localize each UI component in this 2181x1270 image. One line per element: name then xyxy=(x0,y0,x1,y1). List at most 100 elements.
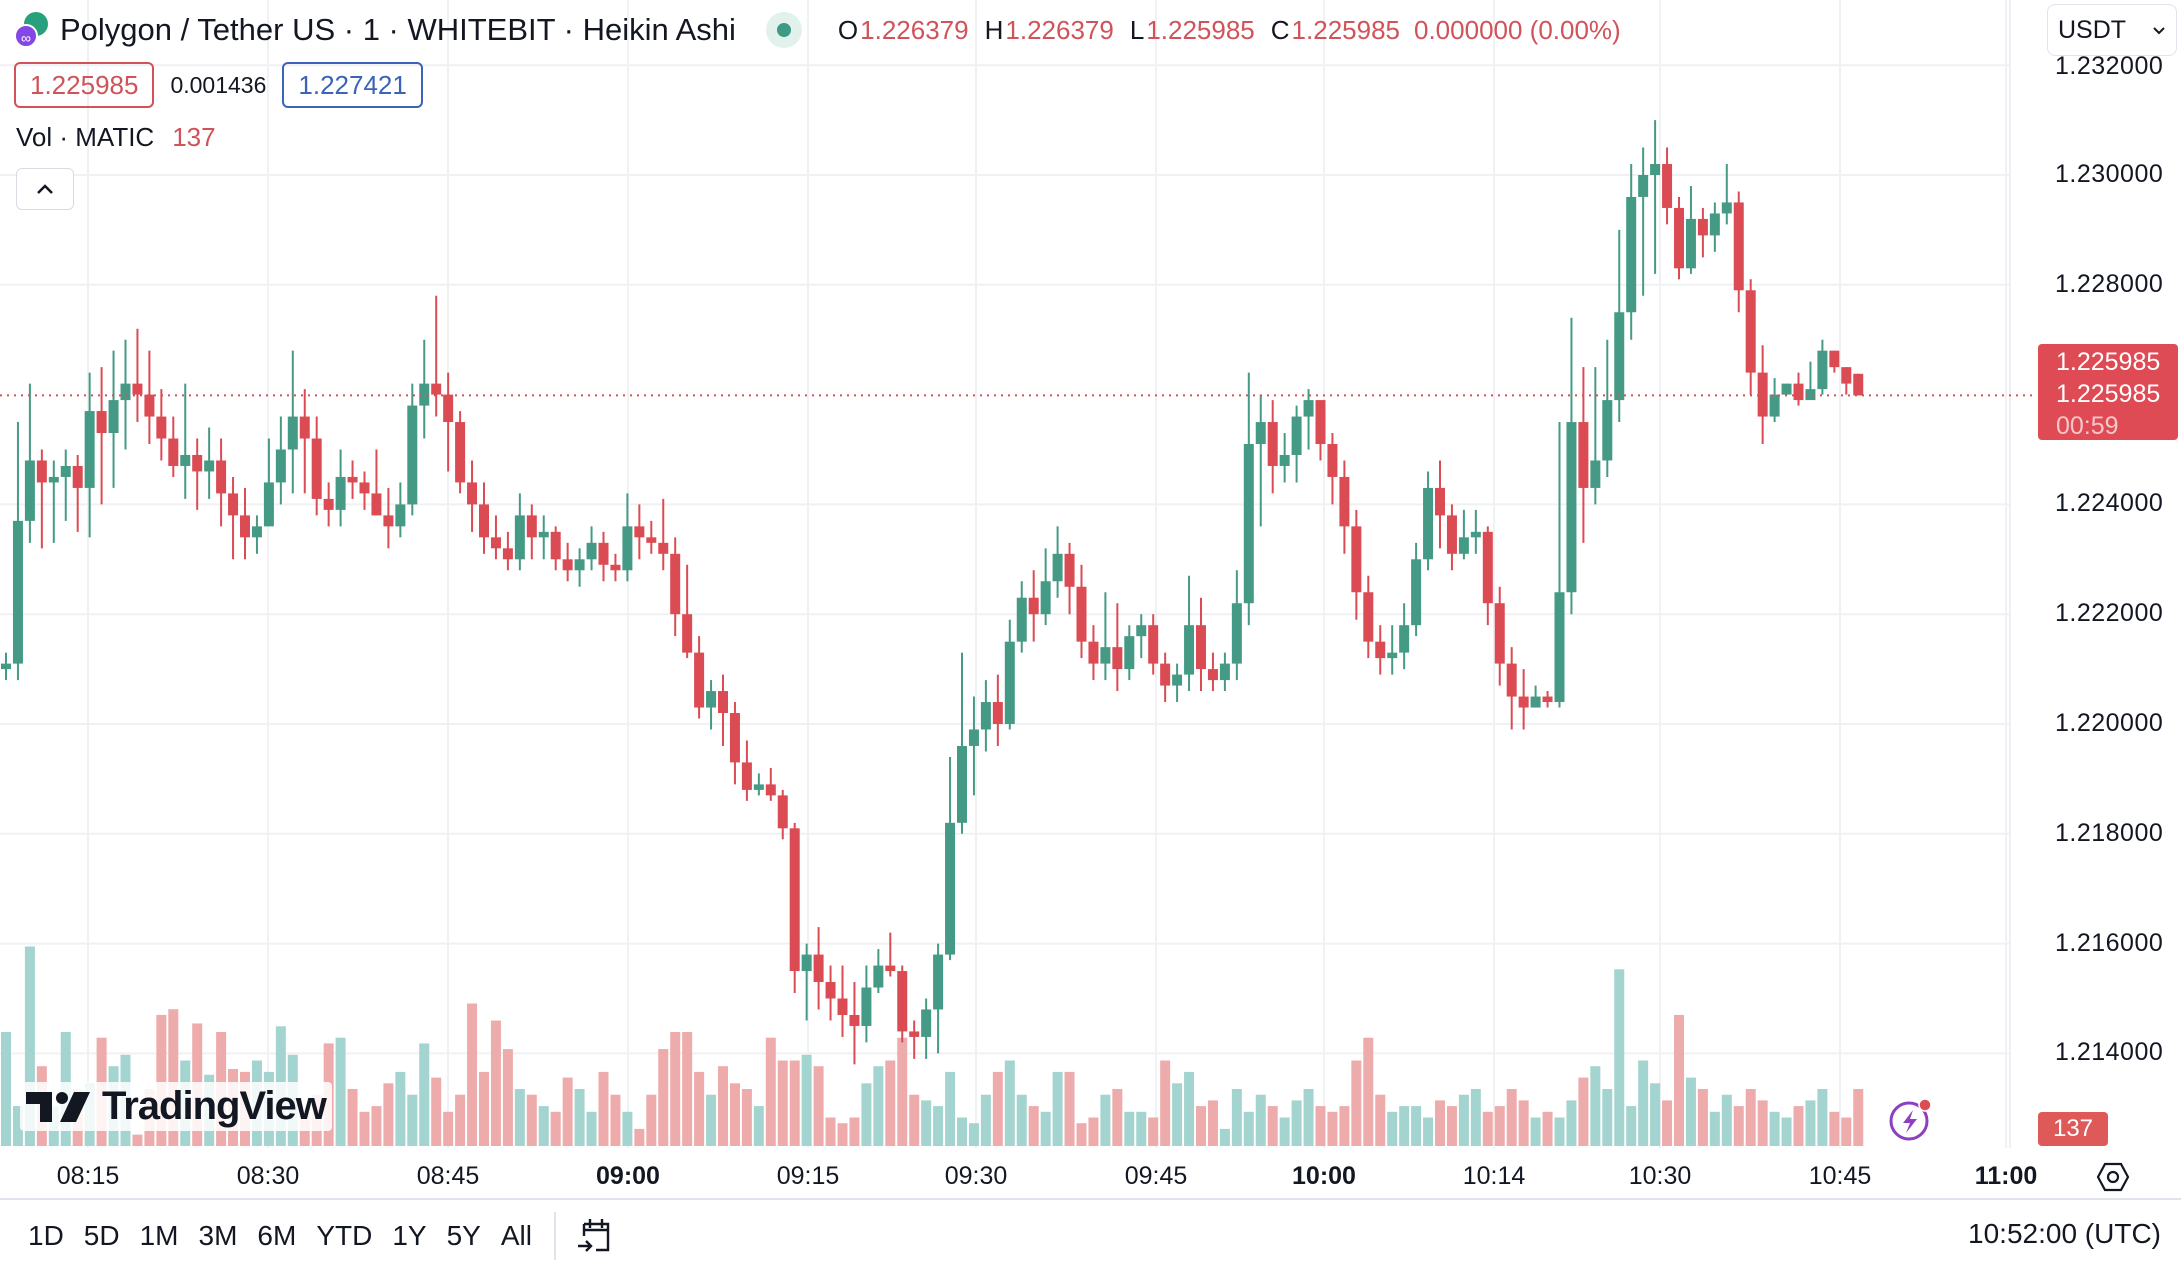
candle-body[interactable] xyxy=(1303,400,1314,417)
buy-price-button[interactable]: 1.227421 xyxy=(282,62,423,108)
candle-body[interactable] xyxy=(741,762,752,790)
candle-body[interactable] xyxy=(24,460,35,521)
candle-body[interactable] xyxy=(228,493,239,516)
candle-body[interactable] xyxy=(443,394,454,423)
candle-body[interactable] xyxy=(383,515,394,527)
candle-body[interactable] xyxy=(407,405,418,505)
candle-body[interactable] xyxy=(801,954,812,972)
collapse-legend-button[interactable] xyxy=(16,168,74,210)
candle-body[interactable] xyxy=(1255,422,1266,445)
candle-body[interactable] xyxy=(359,482,370,494)
candle-body[interactable] xyxy=(1805,389,1816,401)
candle-body[interactable] xyxy=(526,515,537,538)
candle-body[interactable] xyxy=(1052,553,1063,582)
candle-body[interactable] xyxy=(1100,647,1111,664)
candle-body[interactable] xyxy=(1721,202,1732,214)
candle-body[interactable] xyxy=(1542,696,1553,703)
candle-body[interactable] xyxy=(921,1009,932,1037)
candle-body[interactable] xyxy=(1315,400,1326,445)
candle-body[interactable] xyxy=(144,394,155,417)
candle-body[interactable] xyxy=(1602,400,1613,461)
candle-body[interactable] xyxy=(1160,663,1171,686)
candle-body[interactable] xyxy=(120,383,131,401)
candle-body[interactable] xyxy=(885,965,896,972)
candle-body[interactable] xyxy=(1685,218,1696,269)
candle-body[interactable] xyxy=(479,504,489,538)
candle-body[interactable] xyxy=(1064,553,1075,587)
candle-body[interactable] xyxy=(1435,487,1445,516)
candle-body[interactable] xyxy=(562,559,573,571)
candle-body[interactable] xyxy=(1709,213,1720,236)
candle-body[interactable] xyxy=(216,460,227,494)
candle-body[interactable] xyxy=(1088,641,1099,664)
candle-body[interactable] xyxy=(1399,625,1410,653)
candle-body[interactable] xyxy=(1016,597,1027,642)
candle-body[interactable] xyxy=(670,553,681,615)
candle-body[interactable] xyxy=(610,564,621,571)
tradingview-logo[interactable]: TradingView xyxy=(20,1082,332,1131)
candle-body[interactable] xyxy=(622,526,633,571)
candle-body[interactable] xyxy=(132,383,143,395)
candle-body[interactable] xyxy=(1172,674,1183,686)
candle-body[interactable] xyxy=(1351,526,1362,593)
range-button-5y[interactable]: 5Y xyxy=(446,1220,481,1251)
candle-body[interactable] xyxy=(598,542,609,565)
candle-body[interactable] xyxy=(84,411,95,488)
candle-body[interactable] xyxy=(1554,592,1565,703)
candle-body[interactable] xyxy=(1662,164,1673,208)
candle-body[interactable] xyxy=(1207,669,1218,681)
candle-body[interactable] xyxy=(275,449,286,483)
candle-body[interactable] xyxy=(1136,625,1147,637)
symbol-title[interactable]: Polygon / Tether US · 1 · WHITEBIT · Hei… xyxy=(60,12,736,47)
currency-select[interactable]: USDT xyxy=(2047,4,2177,56)
candle-body[interactable] xyxy=(1363,592,1374,642)
range-button-ytd[interactable]: YTD xyxy=(316,1220,373,1251)
candle-body[interactable] xyxy=(490,537,501,549)
sell-price-button[interactable]: 1.225985 xyxy=(14,62,155,108)
candle-body[interactable] xyxy=(371,493,382,516)
candle-body[interactable] xyxy=(777,795,788,829)
candle-body[interactable] xyxy=(1423,487,1434,560)
candle-body[interactable] xyxy=(1853,373,1864,396)
candle-body[interactable] xyxy=(1578,422,1589,488)
candle-body[interactable] xyxy=(706,691,717,708)
candle-body[interactable] xyxy=(1,663,11,670)
range-button-1m[interactable]: 1M xyxy=(139,1220,179,1251)
range-button-1y[interactable]: 1Y xyxy=(392,1220,427,1251)
candle-body[interactable] xyxy=(1028,597,1039,615)
candle-body[interactable] xyxy=(502,548,513,560)
candle-body[interactable] xyxy=(1339,476,1350,527)
utc-clock[interactable]: 10:52:00 (UTC) xyxy=(1968,1218,2161,1249)
candle-body[interactable] xyxy=(347,476,358,483)
candle-body[interactable] xyxy=(192,454,203,472)
candle-body[interactable] xyxy=(335,476,346,510)
candle-body[interactable] xyxy=(1291,416,1302,455)
candle-body[interactable] xyxy=(204,460,215,472)
candle-body[interactable] xyxy=(1231,603,1242,664)
candle-body[interactable] xyxy=(1279,454,1290,466)
candle-body[interactable] xyxy=(873,965,884,988)
candle-body[interactable] xyxy=(36,460,47,483)
candle-body[interactable] xyxy=(658,542,669,554)
candle-body[interactable] xyxy=(1674,207,1684,269)
candle-body[interactable] xyxy=(1793,383,1804,401)
candle-body[interactable] xyxy=(646,537,657,543)
candle-body[interactable] xyxy=(968,729,979,746)
candle-body[interactable] xyxy=(1219,663,1230,681)
candle-body[interactable] xyxy=(108,400,119,434)
candle-body[interactable] xyxy=(1387,652,1398,659)
candle-body[interactable] xyxy=(1482,531,1493,604)
range-button-all[interactable]: All xyxy=(500,1220,532,1251)
candle-body[interactable] xyxy=(180,454,191,466)
candle-body[interactable] xyxy=(1626,196,1637,313)
candle-body[interactable] xyxy=(1590,460,1601,488)
candle-body[interactable] xyxy=(1196,625,1206,670)
candle-body[interactable] xyxy=(60,465,71,477)
candle-body[interactable] xyxy=(323,498,334,510)
candle-body[interactable] xyxy=(1745,290,1756,373)
candle-body[interactable] xyxy=(431,383,442,395)
candle-body[interactable] xyxy=(980,702,991,730)
candle-body[interactable] xyxy=(48,476,59,483)
candle-body[interactable] xyxy=(419,383,430,406)
candle-body[interactable] xyxy=(1184,625,1195,675)
